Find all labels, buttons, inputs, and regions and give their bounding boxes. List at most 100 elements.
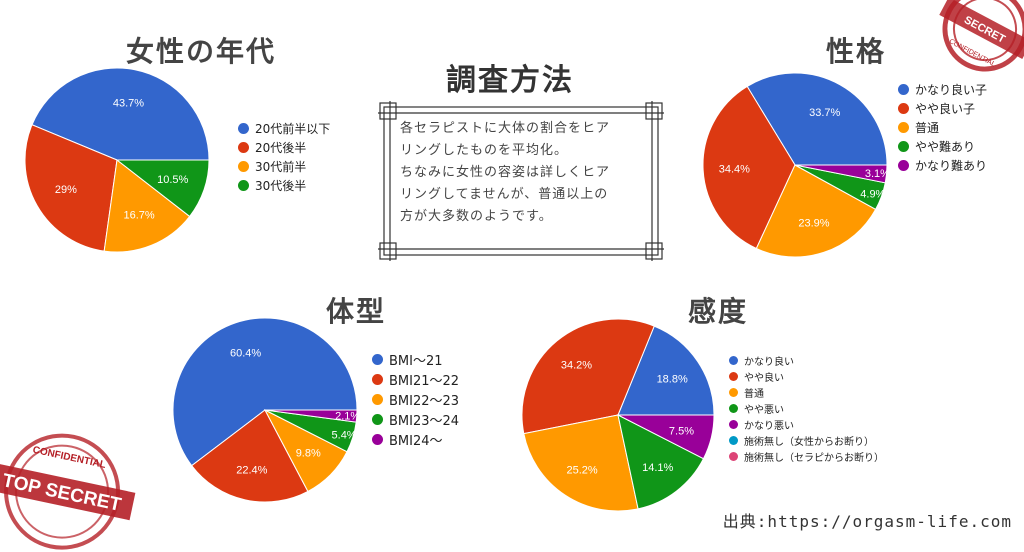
pie-slice-3-2 (523, 414, 639, 512)
legend-dot-icon (729, 451, 738, 461)
legend-dot-icon (238, 180, 249, 191)
pie-label-2-3: 5.4% (332, 430, 357, 442)
chart-title-body: 体型 (326, 295, 387, 328)
legend-dot-icon (729, 403, 738, 413)
legend-dot-icon (729, 435, 738, 445)
legend-item: かなり良い子 (898, 80, 987, 99)
pie-label-1-2: 23.9% (798, 218, 829, 230)
confidential-stamp-top-right: SECRET CONFIDENTIAL (939, 0, 1024, 72)
legend-item: 施術無し（セラピからお断り） (729, 448, 884, 464)
legend-item: 普通 (729, 384, 884, 400)
pie-label-3-3: 14.1% (642, 462, 673, 474)
legend-label: 30代前半 (255, 160, 307, 174)
pie-label-2-2: 9.8% (296, 448, 321, 460)
pie-label-0-2: 16.7% (124, 210, 155, 222)
legend-item: やや悪い (729, 400, 884, 416)
pie-label-1-3: 4.9% (860, 188, 885, 200)
legend-body: BMI〜21 BMI21〜22 BMI22〜23 BMI23〜24 BMI24〜 (372, 349, 459, 449)
legend-dot-icon (729, 355, 738, 365)
method-title: 調査方法 (446, 63, 574, 98)
pie-slice-3-1 (521, 318, 655, 435)
legend-label: BMI〜21 (389, 353, 443, 369)
legend-dot-icon (729, 371, 738, 381)
legend-label: かなり良い子 (915, 83, 988, 97)
pie-label-1-4: 3.1% (865, 168, 890, 180)
legend-item: かなり悪い (729, 416, 884, 432)
legend-item: やや難あり (898, 137, 987, 156)
legend-dot-icon (372, 413, 383, 425)
legend-dot-icon (898, 84, 909, 95)
legend-age: 20代前半以下 20代後半 30代前半 30代後半 (238, 119, 330, 195)
legend-dot-icon (729, 419, 738, 429)
legend-item: やや良い (729, 368, 884, 384)
legend-dot-icon (898, 141, 909, 152)
legend-item: やや良い子 (898, 99, 987, 118)
legend-label: 施術無し（セラピからお断り） (744, 452, 884, 464)
pie-slice-0-1 (24, 124, 118, 252)
pie-slice-1-2 (755, 164, 877, 258)
legend-label: 施術無し（女性からお断り） (744, 436, 874, 448)
legend-dot-icon (898, 160, 909, 171)
legend-item: かなり難あり (898, 156, 987, 175)
legend-item: BMI〜21 (372, 349, 459, 369)
legend-item: 20代後半 (238, 138, 330, 157)
legend-item: 30代後半 (238, 176, 330, 195)
top-secret-stamp-bottom-left: CONFIDENTIAL TOP SECRET (0, 433, 136, 550)
pie-slice-2-1 (191, 409, 309, 503)
legend-label: 普通 (744, 388, 764, 400)
pie-slice-2-4 (264, 409, 358, 423)
pie-slice-1-1 (702, 85, 796, 250)
pie-label-3-4: 7.5% (669, 425, 694, 437)
legend-label: 20代前半以下 (255, 122, 331, 136)
pie-slice-3-0 (617, 325, 715, 416)
pie-label-2-1: 22.4% (236, 464, 267, 476)
pie-label-1-1: 34.4% (719, 163, 750, 175)
method-frame (378, 101, 664, 261)
legend-label: 30代後半 (255, 179, 307, 193)
legend-label: かなり悪い (744, 420, 794, 432)
legend-label: かなり良い (744, 356, 794, 368)
legend-dot-icon (898, 122, 909, 133)
pie-slice-0-3 (115, 159, 210, 218)
source-credit: 出典:https://orgasm-life.com (722, 512, 1012, 531)
pie-label-2-4: 2.1% (335, 410, 360, 422)
pie-slice-3-4 (617, 414, 715, 460)
legend-dot-icon (238, 142, 249, 153)
legend-sensitivity: かなり良い やや良い普通 やや悪いかなり悪い施術無し（女性からお断り） 施術無し（セラ… (729, 352, 884, 464)
pie-label-2-0: 60.4% (230, 347, 261, 359)
legend-item: BMI24〜 (372, 429, 459, 449)
legend-label: 20代後半 (255, 141, 307, 155)
legend-label: BMI24〜 (389, 433, 443, 449)
legend-item: 普通 (898, 118, 987, 137)
legend-dot-icon (372, 393, 383, 405)
pie-label-0-1: 29% (55, 184, 77, 196)
legend-label: やや難あり (915, 140, 976, 154)
legend-item: 施術無し（女性からお断り） (729, 432, 884, 448)
legend-item: かなり良い (729, 352, 884, 368)
pie-label-3-0: 18.8% (657, 374, 688, 386)
method-description: 各セラピストに大体の割合をヒア リングしたものを平均化。 ちなみに女性の容姿は詳… (400, 121, 611, 224)
pie-slice-2-0 (172, 317, 358, 467)
pie-slice-3-3 (617, 414, 705, 510)
legend-item: BMI22〜23 (372, 389, 459, 409)
pie-label-1-0: 33.7% (809, 107, 840, 119)
legend-item: 20代前半以下 (238, 119, 330, 138)
legend-label: BMI22〜23 (389, 393, 460, 409)
legend-dot-icon (898, 103, 909, 114)
legend-label: やや良い子 (915, 102, 976, 116)
pie-label-0-3: 10.5% (157, 174, 188, 186)
legend-dot-icon (372, 353, 383, 365)
legend-dot-icon (372, 373, 383, 385)
legend-label: かなり難あり (915, 159, 988, 173)
chart-title-age: 女性の年代 (126, 35, 277, 68)
legend-label: BMI23〜24 (389, 413, 460, 429)
legend-dot-icon (372, 433, 383, 445)
legend-dot-icon (729, 387, 738, 397)
legend-label: 普通 (915, 121, 940, 135)
pie-slice-0-2 (103, 159, 191, 253)
legend-item: 30代前半 (238, 157, 330, 176)
pie-slice-1-4 (794, 164, 888, 184)
pie-label-3-1: 34.2% (561, 360, 592, 372)
pie-slice-1-0 (746, 72, 888, 166)
legend-item: BMI21〜22 (372, 369, 459, 389)
